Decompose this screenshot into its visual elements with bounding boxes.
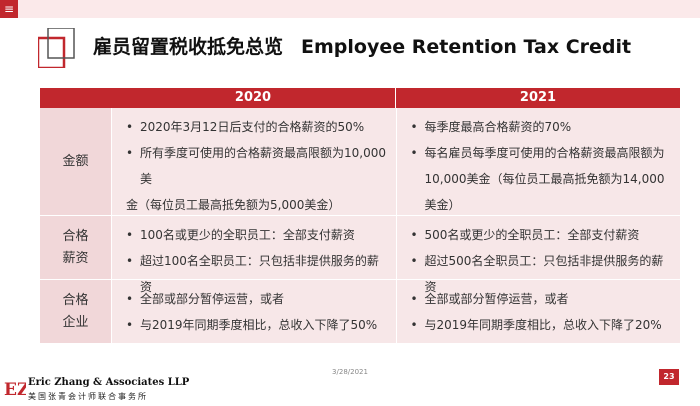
list-item: 每名雇员每季度可使用的合格薪资最高限额为 bbox=[397, 140, 675, 166]
title-en: Employee Retention Tax Credit bbox=[301, 36, 632, 58]
row-label-wages: 合格 薪资 bbox=[40, 216, 111, 279]
list-item-continued: 金（每位员工最高抵免额为5,000美金） bbox=[126, 198, 341, 212]
slide-date: 3/28/2021 bbox=[332, 368, 368, 376]
firm-name-cn: 美国张青会计师联合事务所 bbox=[28, 392, 148, 401]
cell-2021-wages: 500名或更少的全职员工：全部支付薪资 超过500名全职员工：只包括非提供服务的… bbox=[395, 216, 680, 294]
list-item: 100名或更少的全职员工：全部支付薪资 bbox=[112, 222, 390, 248]
list-item: 每季度最高合格薪资的70% bbox=[397, 114, 675, 140]
page-number: 23 bbox=[659, 369, 679, 385]
svg-text:EZ: EZ bbox=[4, 380, 26, 400]
list-item: 与2019年同期季度相比，总收入下降了20% bbox=[397, 312, 675, 338]
list-item: 全部或部分暂停运营，或者 bbox=[397, 286, 675, 312]
top-bar: ≡ bbox=[0, 0, 700, 18]
label-line: 企业 bbox=[62, 314, 89, 330]
row-label-amount: 金额 bbox=[40, 108, 111, 215]
list-item: 与2019年同期季度相比，总收入下降了50% bbox=[112, 312, 390, 338]
cell-2021-amount: 每季度最高合格薪资的70% 每名雇员每季度可使用的合格薪资最高限额为 10,00… bbox=[395, 108, 680, 215]
cell-2020-amount: 2020年3月12日后支付的合格薪资的50% 所有季度可使用的合格薪资最高限额为… bbox=[111, 108, 396, 215]
row-label-business: 合格 企业 bbox=[40, 280, 111, 343]
cell-2020-business: 全部或部分暂停运营，或者 与2019年同期季度相比，总收入下降了50% bbox=[111, 280, 396, 343]
header-2021: 2021 bbox=[395, 88, 680, 108]
label-line: 合格 bbox=[62, 228, 89, 244]
label-line: 薪资 bbox=[62, 250, 89, 266]
list-item: 500名或更少的全职员工：全部支付薪资 bbox=[397, 222, 675, 248]
list-item: 2020年3月12日后支付的合格薪资的50% bbox=[112, 114, 390, 140]
table-header: 2020 2021 bbox=[40, 88, 680, 108]
list-item-continued: 10,000美金（每位员工最高抵免额为14,000美金） bbox=[424, 172, 665, 212]
header-2020: 2020 bbox=[234, 90, 272, 105]
table-row-wages: 合格薪资 100名或更少的全职员工：全部支付薪资 超过100名全职员工：只包括非… bbox=[40, 216, 680, 294]
firm-logo-icon: EZ bbox=[4, 380, 26, 400]
list-item: 所有季度可使用的合格薪资最高限额为10,000美 bbox=[112, 140, 390, 192]
page-title: 雇员留置税收抵免总览 Employee Retention Tax Credit bbox=[93, 32, 631, 59]
table-row-amount: 金额 2020年3月12日后支付的合格薪资的50% 所有季度可使用的合格薪资最高… bbox=[40, 108, 680, 216]
title-cn: 雇员留置税收抵免总览 bbox=[93, 36, 284, 58]
cell-2020-wages: 100名或更少的全职员工：全部支付薪资 超过100名全职员工：只包括非提供服务的… bbox=[111, 216, 396, 294]
cell-2021-business: 全部或部分暂停运营，或者 与2019年同期季度相比，总收入下降了20% bbox=[395, 280, 680, 343]
list-item: 全部或部分暂停运营，或者 bbox=[112, 286, 390, 312]
header-corner bbox=[40, 88, 111, 108]
comparison-table: 2020 2021 金额 2020年3月12日后支付的合格薪资的50% 所有季度… bbox=[40, 88, 680, 344]
hamburger-menu-icon[interactable]: ≡ bbox=[0, 0, 18, 18]
firm-name-en: Eric Zhang & Associates LLP bbox=[28, 377, 190, 388]
label-line: 合格 bbox=[62, 292, 89, 308]
bracket-logo-icon bbox=[38, 28, 75, 68]
